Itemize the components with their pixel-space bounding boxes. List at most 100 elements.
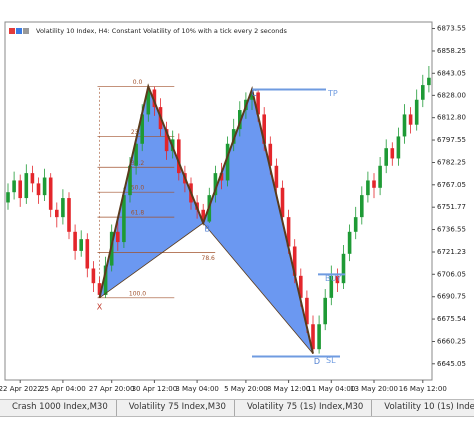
candle-body (225, 143, 230, 181)
x-tick-label: 11 May 04:00 (307, 385, 355, 393)
candle-body (323, 297, 327, 325)
candle-body (384, 148, 388, 166)
candle-body (122, 195, 126, 243)
x-tick-label: 30 Apr 12:00 (132, 385, 178, 393)
candle-body (219, 173, 224, 181)
candle-body (42, 177, 47, 196)
chart-tab[interactable]: Volatility 75 (1s) Index,M30 (235, 400, 373, 416)
x-tick-label: 3 May 04:00 (175, 385, 219, 393)
icon (9, 28, 15, 34)
pattern-edge (202, 222, 314, 354)
candle-body (103, 265, 108, 295)
candle-body (36, 183, 41, 196)
y-tick-label: 6858.25 (437, 47, 466, 55)
y-tick-label: 6660.25 (437, 337, 466, 345)
candle-body (408, 114, 413, 125)
y-tick-label: 6828.00 (437, 91, 466, 99)
candle-body (24, 173, 29, 199)
y-tick-label: 6767.05 (437, 181, 466, 189)
candle-body (390, 148, 395, 159)
candle-body (317, 324, 321, 350)
y-tick-label: 6721.23 (437, 248, 466, 256)
candle-body (262, 114, 266, 144)
fib-label: 100.0 (129, 290, 146, 297)
x-tick-label: 22 Apr 2022 (0, 385, 42, 393)
x-tick-label: 13 May 20:00 (350, 385, 398, 393)
candle-body (61, 198, 65, 218)
candle-body (299, 275, 303, 298)
candle-body (305, 297, 309, 325)
fib-label: 0.0 (133, 79, 143, 86)
candle-body (55, 209, 59, 218)
candle-body (286, 217, 291, 247)
candle-body (18, 180, 22, 199)
candle-body (91, 268, 96, 284)
candle-body (73, 231, 77, 251)
candle-body (396, 136, 401, 159)
y-tick-label: 6782.25 (437, 158, 466, 166)
y-tick-label: 6873.55 (437, 25, 466, 33)
pattern-point-label: D (314, 357, 320, 366)
candle-body (97, 283, 102, 295)
x-tick-label: 27 Apr 20:00 (89, 385, 135, 393)
chart: Volatility 10 Index, H4: Constant Volati… (0, 21, 466, 393)
pattern-point-label: X (97, 302, 103, 311)
candle-body (67, 198, 71, 232)
y-tick-label: 6690.75 (437, 293, 466, 301)
y-tick-label: 6751.77 (437, 203, 466, 211)
candle-body (140, 114, 144, 144)
fib-label: 78.6 (202, 255, 216, 262)
chart-tab[interactable]: Volatility 75 Index,M30 (117, 400, 235, 416)
y-tick-label: 6675.54 (437, 315, 466, 323)
candle-body (30, 173, 35, 184)
candle-body (231, 129, 236, 144)
candle-body (152, 89, 157, 108)
candle-body (213, 173, 218, 196)
icon (23, 28, 29, 34)
candle-body (292, 246, 297, 276)
candle-body (128, 165, 132, 196)
candle-body (360, 195, 364, 218)
trade-level-label: SL (326, 356, 336, 365)
candle-body (164, 129, 169, 152)
chart-tab[interactable]: Volatility 10 (1s) Index,M30 (372, 400, 474, 416)
candle-body (378, 165, 382, 188)
candle-body (250, 92, 254, 100)
candle-body (12, 180, 16, 193)
candle-body (366, 180, 370, 196)
chart-title: Volatility 10 Index, H4: Constant Volati… (36, 27, 288, 35)
candle-body (372, 180, 376, 188)
pattern-edge (99, 222, 204, 299)
fib-label: 61.8 (131, 210, 145, 217)
fib-label: 50.0 (131, 185, 145, 192)
candle-body (6, 192, 10, 203)
x-tick-label: 5 May 20:00 (224, 385, 268, 393)
y-tick-label: 6736.55 (437, 226, 466, 234)
x-tick-label: 16 May 12:00 (399, 385, 447, 393)
icon (16, 28, 22, 34)
chart-tab[interactable]: Crash 1000 Index,M30 (0, 400, 117, 416)
candle-body (85, 239, 90, 269)
candle-body (268, 143, 273, 166)
y-tick-label: 6645.05 (437, 360, 466, 368)
trade-level-label: TP (327, 89, 338, 98)
pattern-point-label: B (204, 225, 210, 234)
candle-body (335, 275, 340, 284)
candle-body (353, 217, 358, 232)
candle-body (427, 77, 431, 86)
candle-body (116, 231, 120, 243)
y-tick-label: 6706.05 (437, 270, 466, 278)
candle-body (421, 85, 425, 100)
candle-body (274, 165, 279, 188)
x-tick-label: 25 Apr 04:00 (40, 385, 86, 393)
candle-body (177, 139, 181, 174)
candle-body (238, 110, 242, 130)
candle-body (256, 92, 260, 115)
candle-body (347, 231, 352, 254)
candle-body (311, 324, 315, 350)
candle-body (402, 114, 407, 137)
candle-body (329, 275, 334, 298)
pattern-triangle (203, 89, 313, 354)
